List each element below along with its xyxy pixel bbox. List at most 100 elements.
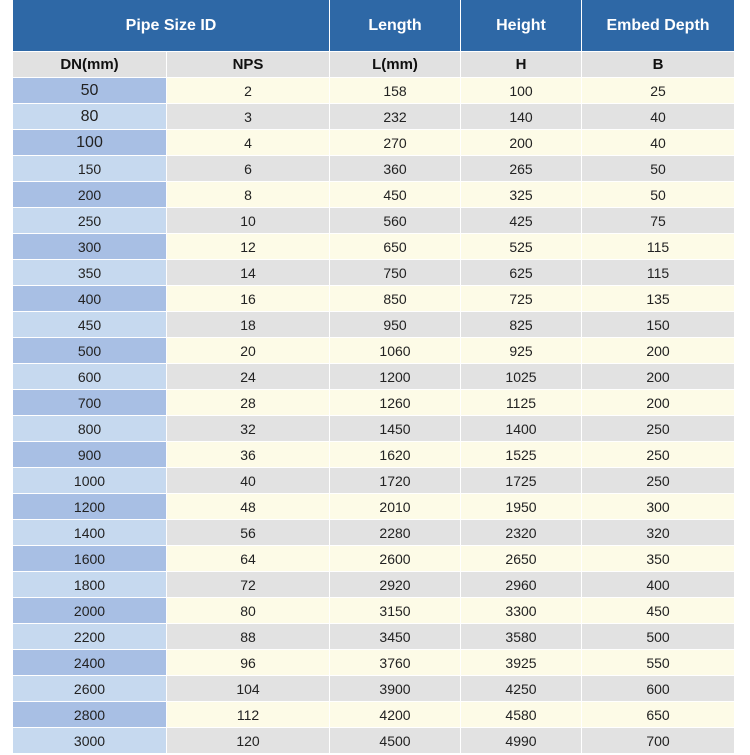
data-cell: 360 xyxy=(330,156,461,182)
data-cell: 10 xyxy=(167,208,330,234)
subheader-cell: L(mm) xyxy=(330,52,461,78)
data-cell: 40 xyxy=(582,104,735,130)
data-cell: 36 xyxy=(167,442,330,468)
row-header-cell: 80 xyxy=(13,104,167,130)
row-header-cell: 2600 xyxy=(13,676,167,702)
row-header-cell: 350 xyxy=(13,260,167,286)
row-header-cell: 1000 xyxy=(13,468,167,494)
data-cell: 100 xyxy=(461,78,582,104)
data-cell: 232 xyxy=(330,104,461,130)
data-cell: 4 xyxy=(167,130,330,156)
data-cell: 1950 xyxy=(461,494,582,520)
header-cell: Length xyxy=(330,0,461,52)
data-cell: 115 xyxy=(582,234,735,260)
data-cell: 750 xyxy=(330,260,461,286)
data-cell: 725 xyxy=(461,286,582,312)
data-cell: 2600 xyxy=(330,546,461,572)
data-cell: 14 xyxy=(167,260,330,286)
data-cell: 3450 xyxy=(330,624,461,650)
data-cell: 40 xyxy=(582,130,735,156)
data-cell: 950 xyxy=(330,312,461,338)
data-cell: 270 xyxy=(330,130,461,156)
data-cell: 3580 xyxy=(461,624,582,650)
data-cell: 1525 xyxy=(461,442,582,468)
data-cell: 250 xyxy=(582,442,735,468)
data-cell: 2320 xyxy=(461,520,582,546)
data-cell: 3760 xyxy=(330,650,461,676)
subheader-cell: B xyxy=(582,52,735,78)
data-cell: 4580 xyxy=(461,702,582,728)
row-header-cell: 1600 xyxy=(13,546,167,572)
data-cell: 200 xyxy=(582,364,735,390)
data-cell: 325 xyxy=(461,182,582,208)
data-cell: 75 xyxy=(582,208,735,234)
data-cell: 250 xyxy=(582,416,735,442)
data-cell: 96 xyxy=(167,650,330,676)
data-cell: 400 xyxy=(582,572,735,598)
row-header-cell: 150 xyxy=(13,156,167,182)
data-cell: 115 xyxy=(582,260,735,286)
data-cell: 40 xyxy=(167,468,330,494)
data-cell: 850 xyxy=(330,286,461,312)
data-cell: 625 xyxy=(461,260,582,286)
row-header-cell: 3000 xyxy=(13,728,167,754)
row-header-cell: 400 xyxy=(13,286,167,312)
data-cell: 16 xyxy=(167,286,330,312)
data-cell: 3150 xyxy=(330,598,461,624)
row-header-cell: 2200 xyxy=(13,624,167,650)
data-cell: 64 xyxy=(167,546,330,572)
data-cell: 700 xyxy=(582,728,735,754)
row-header-cell: 900 xyxy=(13,442,167,468)
row-header-cell: 1200 xyxy=(13,494,167,520)
data-cell: 525 xyxy=(461,234,582,260)
data-cell: 48 xyxy=(167,494,330,520)
data-cell: 1060 xyxy=(330,338,461,364)
data-cell: 925 xyxy=(461,338,582,364)
data-cell: 2280 xyxy=(330,520,461,546)
data-cell: 500 xyxy=(582,624,735,650)
data-cell: 650 xyxy=(582,702,735,728)
row-header-cell: 250 xyxy=(13,208,167,234)
data-cell: 265 xyxy=(461,156,582,182)
data-cell: 112 xyxy=(167,702,330,728)
data-cell: 2 xyxy=(167,78,330,104)
data-cell: 300 xyxy=(582,494,735,520)
data-cell: 20 xyxy=(167,338,330,364)
data-cell: 140 xyxy=(461,104,582,130)
subheader-cell: DN(mm) xyxy=(13,52,167,78)
data-cell: 200 xyxy=(461,130,582,156)
row-header-cell: 2000 xyxy=(13,598,167,624)
row-header-cell: 1400 xyxy=(13,520,167,546)
data-cell: 88 xyxy=(167,624,330,650)
data-cell: 1720 xyxy=(330,468,461,494)
data-cell: 4990 xyxy=(461,728,582,754)
data-cell: 158 xyxy=(330,78,461,104)
data-cell: 350 xyxy=(582,546,735,572)
data-cell: 1400 xyxy=(461,416,582,442)
data-cell: 24 xyxy=(167,364,330,390)
row-header-cell: 50 xyxy=(13,78,167,104)
data-cell: 1450 xyxy=(330,416,461,442)
data-cell: 50 xyxy=(582,156,735,182)
data-cell: 25 xyxy=(582,78,735,104)
row-header-cell: 800 xyxy=(13,416,167,442)
data-cell: 560 xyxy=(330,208,461,234)
row-header-cell: 200 xyxy=(13,182,167,208)
data-cell: 28 xyxy=(167,390,330,416)
data-cell: 3 xyxy=(167,104,330,130)
row-header-cell: 700 xyxy=(13,390,167,416)
data-cell: 250 xyxy=(582,468,735,494)
data-cell: 1725 xyxy=(461,468,582,494)
subheader-cell: NPS xyxy=(167,52,330,78)
data-cell: 135 xyxy=(582,286,735,312)
header-cell: Embed Depth xyxy=(582,0,735,52)
data-cell: 450 xyxy=(330,182,461,208)
data-cell: 4200 xyxy=(330,702,461,728)
data-cell: 450 xyxy=(582,598,735,624)
data-cell: 4250 xyxy=(461,676,582,702)
row-header-cell: 2800 xyxy=(13,702,167,728)
data-cell: 2920 xyxy=(330,572,461,598)
data-cell: 1620 xyxy=(330,442,461,468)
data-cell: 6 xyxy=(167,156,330,182)
